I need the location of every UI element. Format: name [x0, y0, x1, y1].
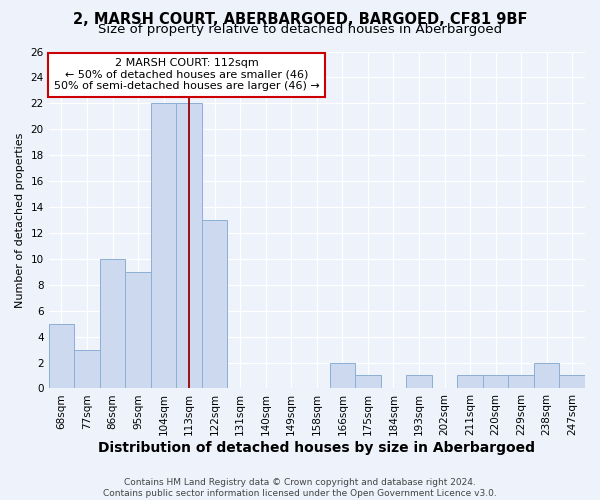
Bar	[125, 272, 151, 388]
Text: 2 MARSH COURT: 112sqm
← 50% of detached houses are smaller (46)
50% of semi-deta: 2 MARSH COURT: 112sqm ← 50% of detached …	[54, 58, 320, 92]
Bar	[100, 259, 125, 388]
Text: Contains HM Land Registry data © Crown copyright and database right 2024.
Contai: Contains HM Land Registry data © Crown c…	[103, 478, 497, 498]
Bar	[49, 324, 74, 388]
Y-axis label: Number of detached properties: Number of detached properties	[15, 132, 25, 308]
Text: 2, MARSH COURT, ABERBARGOED, BARGOED, CF81 9BF: 2, MARSH COURT, ABERBARGOED, BARGOED, CF…	[73, 12, 527, 28]
Bar	[202, 220, 227, 388]
Bar	[483, 376, 508, 388]
Bar	[559, 376, 585, 388]
Bar	[534, 362, 559, 388]
Text: Size of property relative to detached houses in Aberbargoed: Size of property relative to detached ho…	[98, 22, 502, 36]
Bar	[151, 104, 176, 389]
Bar	[406, 376, 432, 388]
Bar	[329, 362, 355, 388]
Bar	[457, 376, 483, 388]
Bar	[355, 376, 380, 388]
Bar	[508, 376, 534, 388]
Bar	[74, 350, 100, 389]
Bar	[176, 104, 202, 389]
X-axis label: Distribution of detached houses by size in Aberbargoed: Distribution of detached houses by size …	[98, 441, 535, 455]
